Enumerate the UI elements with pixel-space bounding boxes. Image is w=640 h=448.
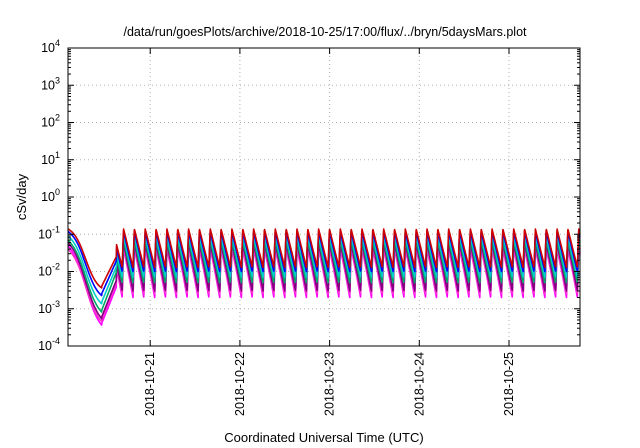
series-line bbox=[67, 242, 581, 320]
y-tick-exponent: -4 bbox=[52, 336, 60, 346]
series-group bbox=[67, 228, 581, 326]
series-line bbox=[67, 239, 581, 313]
y-tick-exponent: -1 bbox=[52, 224, 60, 234]
y-tick-exponent: -2 bbox=[52, 262, 60, 272]
x-tick-label: 2018-10-24 bbox=[412, 352, 426, 416]
y-tick-label: 10-2 bbox=[38, 262, 60, 279]
y-tick-exponent: -3 bbox=[52, 299, 60, 309]
y-tick-exponent: 0 bbox=[55, 187, 60, 197]
y-tick-label: 100 bbox=[41, 187, 60, 204]
chart-title: /data/run/goesPlots/archive/2018-10-25/1… bbox=[123, 25, 527, 39]
x-tick-label: 2018-10-25 bbox=[502, 352, 516, 416]
y-tick-exponent: 4 bbox=[55, 38, 60, 48]
y-tick-label: 103 bbox=[41, 75, 60, 92]
x-tick-label: 2018-10-21 bbox=[143, 352, 157, 416]
x-axis-label: Coordinated Universal Time (UTC) bbox=[224, 430, 423, 445]
y-tick-exponent: 3 bbox=[55, 75, 60, 85]
y-tick-label: 10-4 bbox=[38, 336, 60, 353]
y-tick-label: 101 bbox=[41, 150, 60, 167]
y-tick-label: 102 bbox=[41, 113, 60, 130]
x-axis: 2018-10-21 2018-10-22 2018-10-23 2018-10-24… bbox=[143, 48, 516, 416]
series-line bbox=[67, 235, 581, 305]
y-axis-label: cSv/day bbox=[14, 173, 29, 220]
grid bbox=[68, 48, 580, 346]
y-tick-label: 104 bbox=[41, 38, 60, 55]
y-tick-exponent: 2 bbox=[55, 113, 60, 123]
y-tick-label: 10-3 bbox=[38, 299, 60, 316]
y-tick-label: 10-1 bbox=[38, 224, 60, 241]
x-tick-label: 2018-10-22 bbox=[233, 352, 247, 416]
series-line bbox=[67, 228, 581, 289]
x-tick-label: 2018-10-23 bbox=[323, 352, 337, 416]
y-tick-exponent: 1 bbox=[55, 150, 60, 160]
